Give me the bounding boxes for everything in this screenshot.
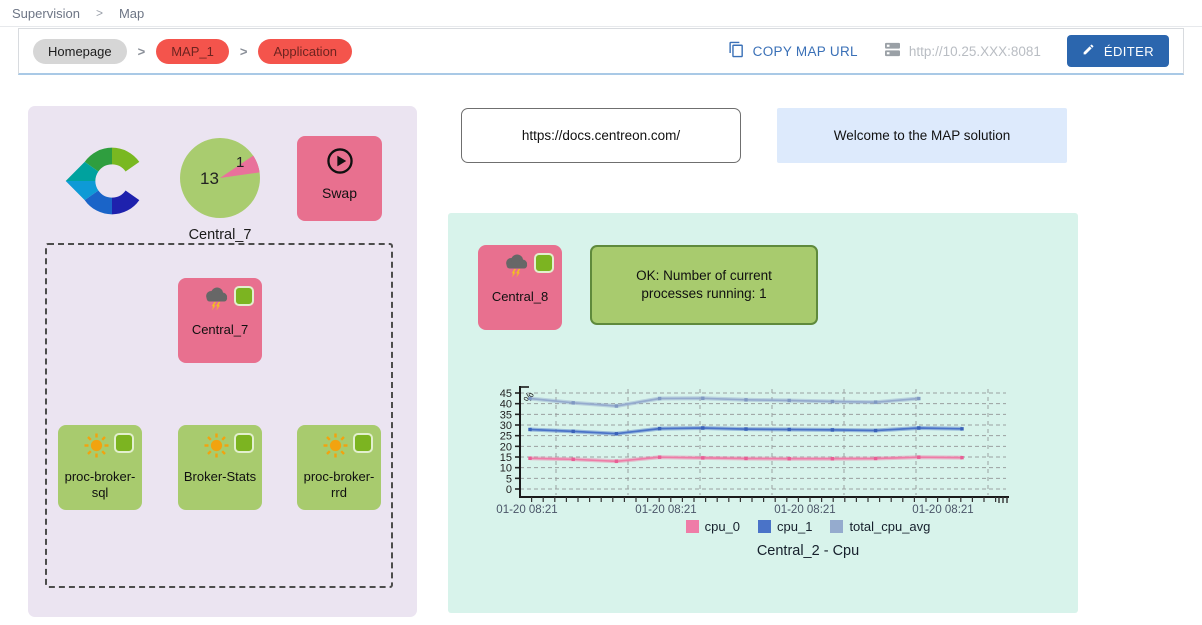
pie-host-label: Central_7 <box>188 227 252 243</box>
docs-url-widget[interactable]: https://docs.centreon.com/ <box>461 108 741 163</box>
host-node-central7[interactable]: Central_7 <box>178 278 262 363</box>
svg-text:5: 5 <box>506 473 512 485</box>
pie-ok-count: 13 <box>200 169 219 188</box>
pie-problem-count: 1 <box>236 154 244 171</box>
play-icon <box>324 148 356 181</box>
breadcrumb-application[interactable]: Application <box>258 38 353 64</box>
server-url: http://10.25.XXX:8081 <box>884 42 1041 60</box>
top-breadcrumb: Supervision > Map <box>0 0 1202 27</box>
svg-text:15: 15 <box>500 452 512 464</box>
status-message-box: OK: Number of current processes running:… <box>590 245 818 325</box>
legend-swatch <box>758 520 772 533</box>
node-label: proc-broker-sql <box>64 469 136 501</box>
swap-node[interactable]: Swap <box>297 136 382 221</box>
svg-text:01-20 08:21: 01-20 08:21 <box>496 504 557 516</box>
nav-map[interactable]: Map <box>118 5 145 21</box>
chart-title: Central_2 - Cpu <box>756 543 860 559</box>
status-badge <box>234 433 254 453</box>
svg-text:01-20 08:21: 01-20 08:21 <box>774 504 835 516</box>
edit-button[interactable]: ÉDITER <box>1066 35 1169 67</box>
sun-icon <box>203 432 230 462</box>
status-badge <box>234 286 254 306</box>
node-label: Central_7 <box>191 322 249 337</box>
map-canvas-right: Central_8 OK: Number of current processe… <box>448 213 1078 613</box>
chart-legend-item: cpu_0 <box>685 519 740 534</box>
status-badge <box>114 433 134 453</box>
breadcrumb-map1[interactable]: MAP_1 <box>156 38 229 64</box>
storm-cloud-icon <box>501 252 531 282</box>
nav-supervision[interactable]: Supervision <box>12 5 80 21</box>
swap-label: Swap <box>321 185 358 201</box>
sun-icon <box>322 432 349 462</box>
svg-text:10: 10 <box>500 463 512 475</box>
chevron-right-icon: > <box>95 6 103 20</box>
welcome-widget: Welcome to the MAP solution <box>777 108 1067 163</box>
legend-swatch <box>830 520 844 533</box>
node-label: Central_8 <box>491 289 549 304</box>
svg-text:40: 40 <box>500 399 512 411</box>
pie-widget-central7[interactable]: 13 1 Central_7 <box>148 136 292 243</box>
copy-icon <box>728 41 745 61</box>
service-node-proc-broker-rrd[interactable]: proc-broker-rrd <box>297 425 381 510</box>
breadcrumb-homepage[interactable]: Homepage <box>33 38 127 64</box>
centreon-logo-icon <box>62 134 162 233</box>
node-label: Broker-Stats <box>183 469 257 484</box>
storm-cloud-icon <box>201 285 231 315</box>
svg-text:20: 20 <box>500 441 512 453</box>
service-node-broker-stats[interactable]: Broker-Stats <box>178 425 262 510</box>
group-container <box>45 243 393 588</box>
svg-text:35: 35 <box>500 409 512 421</box>
chart-legend-item: cpu_1 <box>758 519 812 534</box>
chevron-right-icon: > <box>137 43 146 59</box>
chart-legend-item: total_cpu_avg <box>830 519 930 534</box>
svg-text:0: 0 <box>506 484 512 496</box>
status-pie-chart: 13 1 <box>180 138 260 218</box>
pencil-icon <box>1082 43 1095 59</box>
server-icon <box>884 42 901 60</box>
legend-swatch <box>685 520 699 533</box>
host-node-central8[interactable]: Central_8 <box>478 245 562 330</box>
svg-text:30: 30 <box>500 420 512 432</box>
chart-legend: cpu_0 cpu_1 total_cpu_avg <box>508 519 1108 534</box>
copy-map-url-button[interactable]: COPY MAP URL <box>728 41 858 61</box>
map-toolbar: Homepage > MAP_1 > Application COPY MAP … <box>18 28 1184 75</box>
service-node-proc-broker-sql[interactable]: proc-broker-sql <box>58 425 142 510</box>
node-label: proc-broker-rrd <box>303 469 375 501</box>
svg-text:45: 45 <box>500 388 512 400</box>
sun-icon <box>83 432 110 462</box>
chevron-right-icon: > <box>239 43 248 59</box>
map-canvas-left: 13 1 Central_7 Swap <box>28 106 417 617</box>
svg-text:01-20 08:21: 01-20 08:21 <box>635 504 696 516</box>
status-badge <box>353 433 373 453</box>
svg-text:25: 25 <box>500 431 512 443</box>
status-badge <box>534 253 554 273</box>
svg-text:01-20 08:21: 01-20 08:21 <box>912 504 973 516</box>
